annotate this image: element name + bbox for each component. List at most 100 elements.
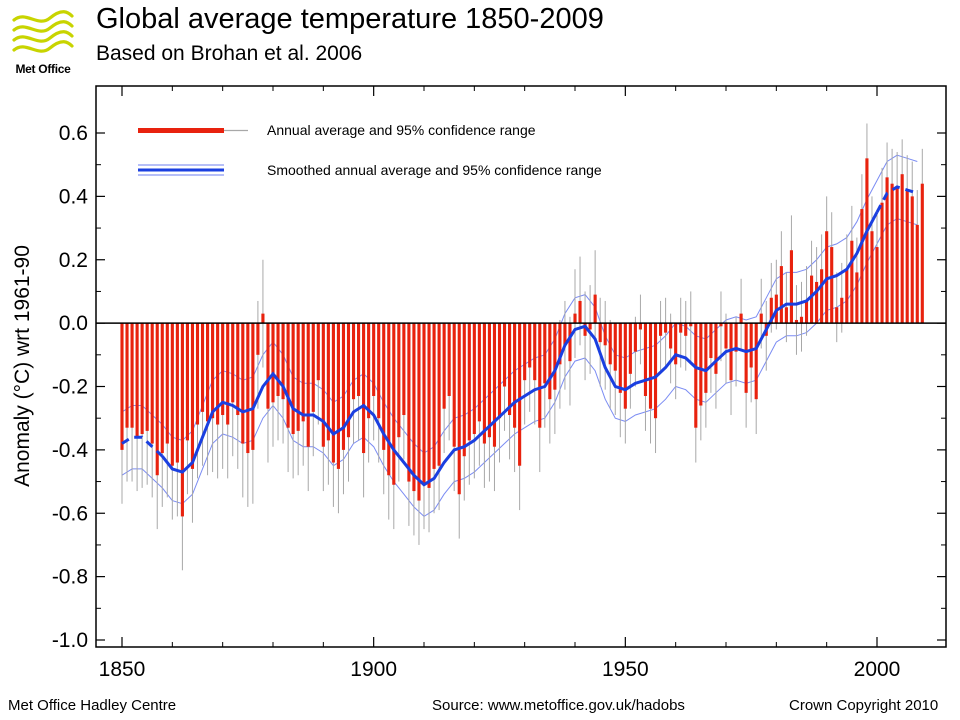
annual-bar [357,323,361,397]
annual-bar [684,323,688,336]
annual-bar [412,323,416,492]
annual-bar [583,323,587,336]
annual-bar [492,323,497,447]
annual-bar [613,323,617,371]
annual-bar [900,174,904,324]
annual-bar [502,323,507,387]
annual-bar [603,323,607,346]
annual-bar [588,323,592,330]
footer-left: Met Office Hadley Centre [8,697,177,714]
annual-bar [472,323,476,435]
annual-bar [850,240,854,324]
annual-bar [719,323,723,327]
logo-wave [12,10,74,23]
annual-bar [407,323,411,482]
annual-bar [573,313,577,324]
logo-text: Met Office [15,62,71,76]
annual-bar [226,323,230,425]
annual-bar [820,269,824,324]
annual-bar [175,323,179,463]
annual-bar [216,323,220,425]
annual-bar [548,323,552,400]
annual-bar [417,323,421,501]
annual-bar [382,323,386,450]
legend-label-annual: Annual average and 95% confidence range [267,122,536,138]
annual-bar [729,323,733,381]
annual-bar [467,323,471,441]
y-tick-label: 0.2 [59,249,88,272]
annual-bar [286,323,290,428]
annual-bar [341,323,346,450]
annual-bar [875,247,879,324]
x-tick-label: 1900 [350,658,397,681]
annual-bar [316,323,320,381]
annual-bar [523,323,527,381]
annual-bar [905,190,909,324]
annual-bar [246,323,250,454]
annual-bar [699,323,703,406]
annual-bar [759,313,763,324]
annual-bar [422,323,426,485]
annual-bar [311,323,315,412]
annual-bar [709,323,713,358]
annual-bar [497,323,502,419]
annual-bar [648,323,653,409]
annual-bar [628,323,632,374]
smoothed-line-start [121,435,164,458]
annual-bar [518,323,522,466]
logo-wave [12,40,74,53]
annual-bar [895,186,899,324]
annual-bar [794,319,799,324]
annual-bar [669,323,673,349]
annual-bar [769,297,773,324]
logo-wave [12,30,74,43]
annual-bar [211,323,215,419]
annual-bar [845,269,849,324]
annual-bar [231,323,235,403]
annual-bar [336,323,340,469]
annual-bar [618,323,622,393]
annual-bar [553,323,557,390]
annual-bar [170,323,174,466]
annual-bar [120,323,124,450]
annual-bar [915,224,919,324]
annual-bar [920,183,924,324]
annual-bar [533,323,537,381]
footer-source: Source: www.metoffice.gov.uk/hadobs [432,697,685,714]
annual-bar [810,275,814,324]
annual-bar [236,323,240,416]
smoothed-line-end [875,185,918,213]
annual-bar [578,300,582,324]
annual-bar [784,307,788,324]
plot-frame [95,85,947,648]
annual-bar [865,158,869,324]
annual-bar [306,323,310,447]
annual-bar [145,323,149,431]
annual-bar [643,323,648,397]
annual-bar [266,323,270,409]
annual-bar [528,323,532,368]
chart-title: Global average temperature 1850-2009 [96,3,604,35]
annual-bar [387,323,391,476]
annual-bar [487,323,491,438]
annual-bar [744,323,748,393]
annual-bar [830,247,834,324]
annual-bar [815,281,819,324]
annual-bar [804,300,809,324]
annual-bar [130,323,134,428]
y-tick-label: 0.6 [59,122,88,145]
annual-bar [593,294,597,324]
annual-bar [206,323,210,422]
y-tick-label: -1.0 [52,629,88,652]
annual-bar [402,323,406,416]
annual-bar [281,323,285,400]
y-tick-label: -0.6 [52,502,88,525]
annual-bar [140,323,144,435]
annual-bar [362,323,366,454]
annual-bar [558,323,562,365]
annual-bar [724,323,728,349]
annual-bar [185,323,189,441]
annual-bar [674,323,678,365]
annual-bar [301,323,305,422]
